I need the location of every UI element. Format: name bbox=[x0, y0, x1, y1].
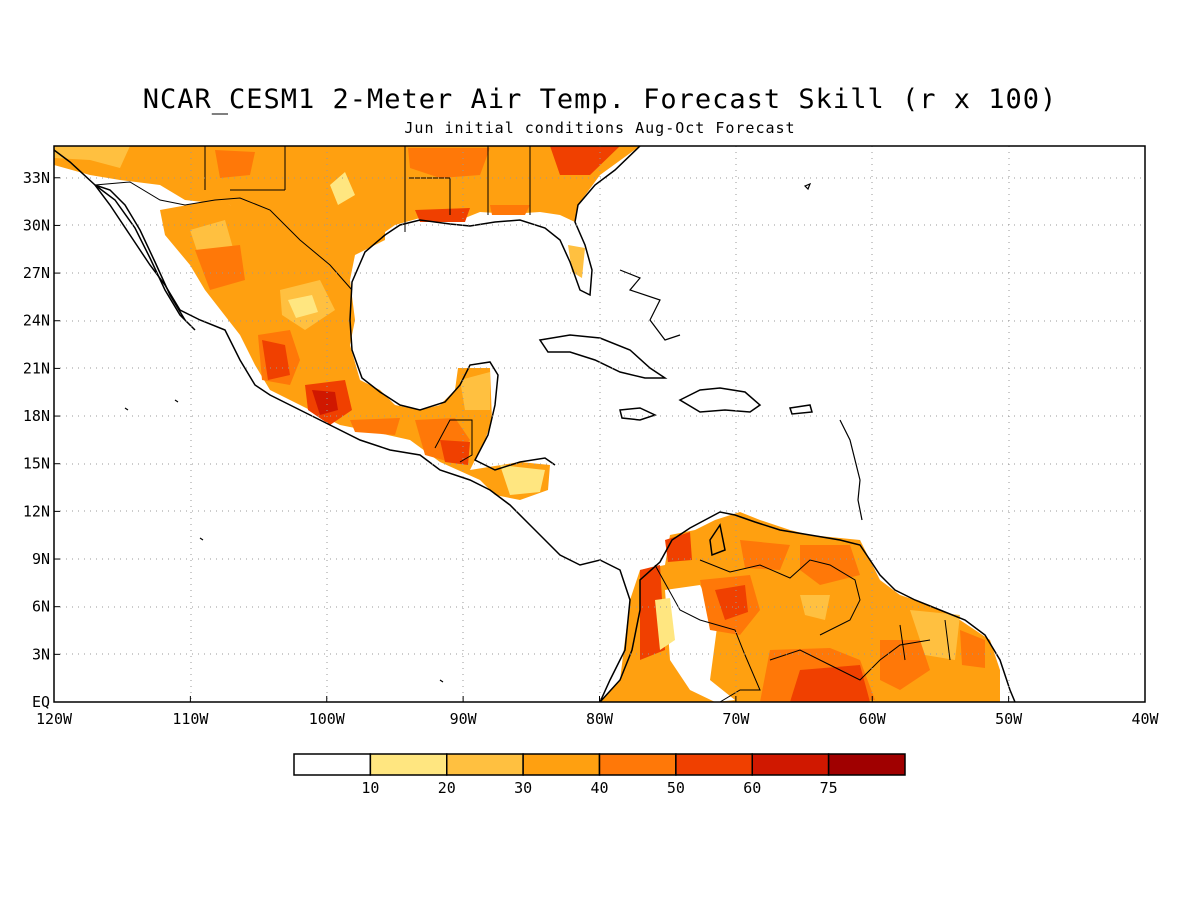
latitude-axis: 33N 30N 27N 24N 21N 18N 15N 12N 9N 6N 3N EQ bbox=[23, 169, 60, 711]
lon-tick-label: 70W bbox=[722, 710, 750, 728]
lat-tick-label: 9N bbox=[32, 550, 50, 568]
map-subtitle: Jun initial conditions Aug-Oct Forecast bbox=[404, 119, 796, 137]
lat-tick-label: 18N bbox=[23, 407, 50, 425]
legend-swatch bbox=[598, 753, 677, 776]
legend-label: 40 bbox=[590, 779, 608, 797]
legend-label: 10 bbox=[361, 779, 379, 797]
longitude-axis: 120W 110W 100W 90W 80W 70W 60W 50W 40W bbox=[36, 696, 1160, 728]
legend-label: 20 bbox=[438, 779, 456, 797]
lon-tick-label: 90W bbox=[450, 710, 478, 728]
color-legend: 10 20 30 40 50 60 75 bbox=[293, 753, 906, 797]
lat-tick-label: 33N bbox=[23, 169, 50, 187]
legend-swatch bbox=[293, 753, 372, 776]
lon-tick-label: 50W bbox=[995, 710, 1023, 728]
legend-label: 75 bbox=[820, 779, 838, 797]
lat-tick-label: 6N bbox=[32, 598, 50, 616]
lat-tick-label: 3N bbox=[32, 645, 50, 663]
lat-tick-label: 15N bbox=[23, 455, 50, 473]
coastlines bbox=[54, 146, 1016, 702]
lon-tick-label: 110W bbox=[172, 710, 209, 728]
legend-swatch bbox=[751, 753, 830, 776]
lon-tick-label: 40W bbox=[1131, 710, 1159, 728]
lat-tick-label: EQ bbox=[32, 693, 50, 711]
map-area bbox=[54, 146, 1016, 702]
legend-label: 50 bbox=[667, 779, 685, 797]
skill-shading-usa bbox=[54, 146, 640, 280]
legend-swatch bbox=[827, 753, 906, 776]
islands bbox=[124, 182, 863, 683]
legend-label: 60 bbox=[743, 779, 761, 797]
lon-tick-label: 100W bbox=[309, 710, 346, 728]
legend-swatch bbox=[369, 753, 448, 776]
legend-swatch bbox=[675, 753, 753, 776]
lat-tick-label: 21N bbox=[23, 359, 50, 377]
legend-swatch bbox=[522, 753, 601, 776]
lat-tick-label: 30N bbox=[23, 216, 50, 234]
lon-tick-label: 80W bbox=[586, 710, 614, 728]
lat-tick-label: 24N bbox=[23, 312, 50, 330]
lon-tick-label: 60W bbox=[859, 710, 887, 728]
lon-tick-label: 120W bbox=[36, 710, 73, 728]
lat-tick-label: 27N bbox=[23, 264, 50, 282]
lat-tick-label: 12N bbox=[23, 502, 50, 520]
map-title: NCAR_CESM1 2-Meter Air Temp. Forecast Sk… bbox=[142, 84, 1058, 115]
legend-swatch bbox=[446, 753, 524, 776]
legend-label: 30 bbox=[514, 779, 532, 797]
